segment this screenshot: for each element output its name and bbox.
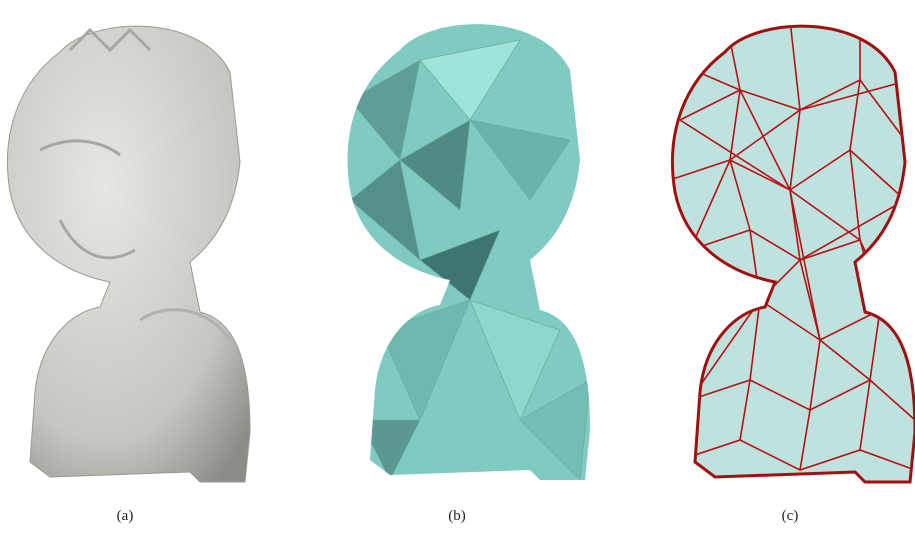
low-poly-mesh	[347, 24, 590, 481]
wireframe-mesh	[670, 24, 915, 484]
caption: (c)	[782, 508, 799, 524]
caption: (a)	[117, 508, 134, 524]
caption: (b)	[448, 508, 466, 524]
smooth-mesh	[6, 25, 251, 483]
